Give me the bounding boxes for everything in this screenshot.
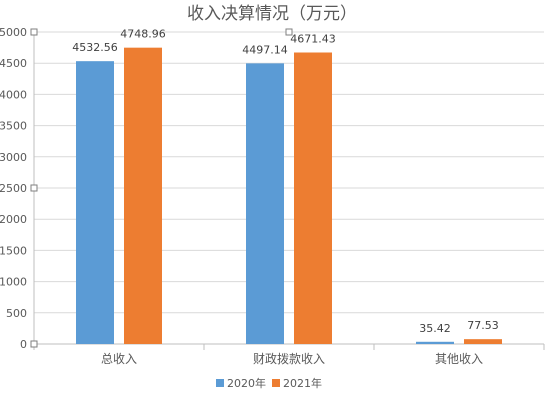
y-tick-label: 5000	[0, 26, 27, 39]
legend-label: 2021年	[283, 376, 322, 390]
data-label: 77.53	[467, 319, 499, 332]
legend-label: 2020年	[227, 376, 266, 390]
bar	[124, 47, 162, 345]
y-tick-label: 0	[20, 338, 27, 351]
data-label: 4532.56	[72, 41, 118, 54]
data-label: 4748.96	[120, 28, 166, 41]
x-category-label: 其他收入	[435, 352, 483, 366]
bar	[294, 52, 332, 344]
data-label: 4497.14	[242, 43, 288, 56]
bar	[246, 63, 284, 344]
bar	[76, 61, 114, 345]
selection-handle	[285, 28, 293, 36]
y-tick-label: 3000	[0, 151, 27, 164]
x-category-label: 财政拨款收入	[253, 352, 325, 366]
bar	[464, 339, 502, 344]
gridlines	[34, 31, 544, 345]
y-tick-label: 4500	[0, 57, 27, 70]
data-label: 35.42	[419, 322, 451, 335]
y-tick-label: 3500	[0, 120, 27, 133]
chart-title: 收入决算情况（万元）	[187, 4, 357, 24]
x-category-label: 总收入	[101, 352, 137, 366]
legend-swatch	[272, 379, 280, 387]
y-tick-label: 2000	[0, 213, 27, 226]
bar	[416, 341, 454, 344]
y-tick-label: 500	[6, 307, 27, 320]
data-label: 4671.43	[290, 33, 336, 46]
selection-handle	[30, 340, 38, 348]
axes: 0 500 1000 1500 2000 2500 3000 3500 4000 4500 5000…	[0, 26, 545, 366]
selection-handle	[30, 28, 38, 36]
y-tick-label: 1500	[0, 244, 27, 257]
selection-handles	[30, 28, 293, 348]
y-tick-label: 1000	[0, 276, 27, 289]
legend-swatch	[216, 379, 224, 387]
legend: 2020年 2021年	[216, 376, 322, 390]
y-tick-label: 2500	[0, 182, 27, 195]
y-tick-label: 4000	[0, 88, 27, 101]
bars	[76, 47, 502, 345]
selection-handle	[30, 184, 38, 192]
data-labels: 4532.56 4497.14 35.42 4748.96 4671.43 77.53	[72, 28, 499, 335]
